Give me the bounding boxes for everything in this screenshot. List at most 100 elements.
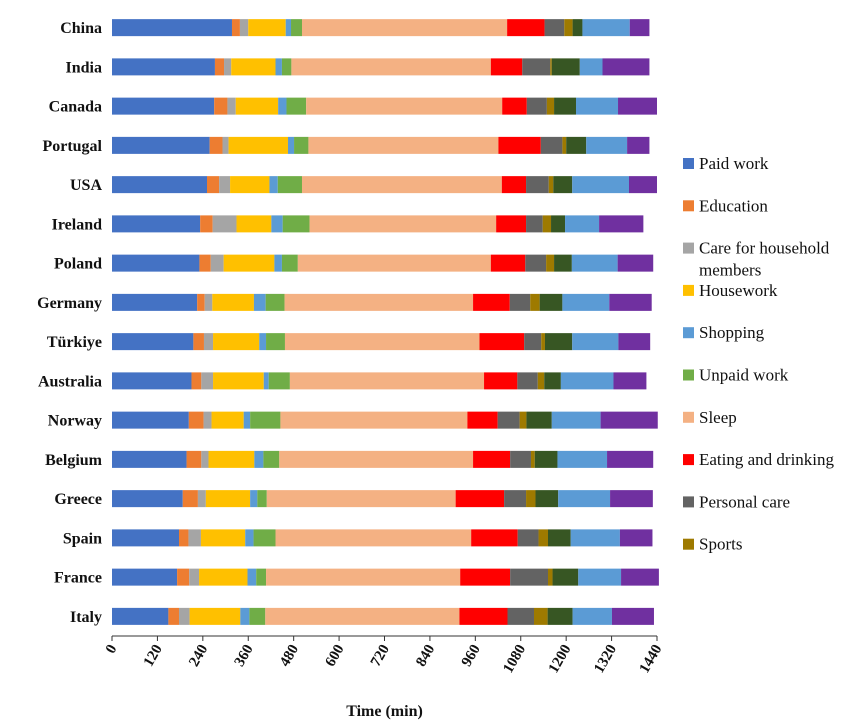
bar-segment-portugal-s3 bbox=[228, 136, 288, 154]
bar-segment-poland-s1 bbox=[199, 254, 211, 272]
bar-segment-ireland-s12 bbox=[599, 215, 644, 233]
bar-segment-spain-s3 bbox=[200, 529, 246, 547]
bar-segment-norway-s1 bbox=[188, 411, 204, 429]
bar-segment-norway-s4 bbox=[243, 411, 251, 429]
legend-label: Personal care bbox=[699, 492, 790, 511]
bar-segment-germany-s4 bbox=[253, 293, 266, 311]
bar-segment-spain-s9 bbox=[538, 529, 548, 547]
bar-segment-belgium-s4 bbox=[254, 450, 264, 468]
legend-swatch bbox=[683, 284, 694, 296]
bar-segment-belgium-s7 bbox=[473, 450, 511, 468]
category-label: India bbox=[66, 59, 102, 76]
bar-segment-italy-s9 bbox=[534, 607, 548, 625]
bar-segment-poland-s0 bbox=[112, 254, 200, 272]
bar-segment-china-s7 bbox=[507, 19, 545, 37]
bar-segment-spain-s1 bbox=[178, 529, 189, 547]
category-label: France bbox=[54, 570, 102, 587]
bar-segment-germany-s8 bbox=[509, 293, 531, 311]
bar-segment-portugal-s10 bbox=[566, 136, 587, 154]
x-tick-label: 1200 bbox=[546, 642, 575, 676]
bar-segment-greece-s8 bbox=[504, 490, 527, 508]
bar-segment-china-s3 bbox=[248, 19, 286, 37]
bar-segment-france-s0 bbox=[112, 568, 178, 586]
category-label: Canada bbox=[49, 99, 102, 116]
bar-segment-india-s5 bbox=[281, 58, 292, 76]
category-label: Portugal bbox=[42, 138, 102, 155]
bar-segment-belgium-s10 bbox=[534, 450, 558, 468]
bar-segment-germany-s11 bbox=[562, 293, 610, 311]
x-axis-title: Time (min) bbox=[346, 703, 423, 720]
bar-segment-t-rkiye-s12 bbox=[618, 333, 651, 351]
bar-segment-t-rkiye-s9 bbox=[541, 333, 545, 351]
bar-segment-australia-s4 bbox=[263, 372, 269, 390]
category-label: Germany bbox=[37, 295, 102, 312]
bar-segment-india-s12 bbox=[602, 58, 650, 76]
legend-swatch bbox=[683, 454, 694, 466]
bar-segment-spain-s6 bbox=[275, 529, 472, 547]
bar-segment-belgium-s9 bbox=[530, 450, 535, 468]
bar-segment-usa-s9 bbox=[548, 176, 554, 194]
bar-segment-poland-s6 bbox=[297, 254, 491, 272]
bar-segment-australia-s8 bbox=[517, 372, 538, 390]
category-label: Belgium bbox=[45, 452, 103, 469]
bar-segment-norway-s10 bbox=[526, 411, 552, 429]
bar-segment-canada-s9 bbox=[546, 97, 555, 115]
category-label: Spain bbox=[63, 530, 102, 547]
bar-segment-norway-s8 bbox=[497, 411, 520, 429]
legend-swatch bbox=[683, 538, 694, 550]
bar-segment-italy-s7 bbox=[459, 607, 508, 625]
bar-segment-france-s12 bbox=[621, 568, 659, 586]
bar-segment-norway-s11 bbox=[551, 411, 601, 429]
bar-segment-usa-s10 bbox=[553, 176, 573, 194]
bar-segment-portugal-s5 bbox=[294, 136, 309, 154]
x-tick-label: 960 bbox=[459, 642, 484, 669]
bar-segment-australia-s10 bbox=[544, 372, 561, 390]
bar-segment-china-s12 bbox=[629, 19, 650, 37]
bar-segment-india-s11 bbox=[579, 58, 603, 76]
bar-segment-belgium-s12 bbox=[607, 450, 654, 468]
x-tick-label: 240 bbox=[186, 642, 211, 669]
x-tick-labels: 0 120 240 360 480 600 720 840 960 1080 1200 1320 144… bbox=[103, 636, 665, 676]
bar-segment-australia-s2 bbox=[201, 372, 214, 390]
bar-segment-france-s6 bbox=[266, 568, 461, 586]
x-tick-label: 480 bbox=[277, 642, 302, 669]
bar-segment-france-s11 bbox=[578, 568, 622, 586]
bar-segment-canada-s12 bbox=[618, 97, 657, 115]
bar-segment-france-s2 bbox=[189, 568, 200, 586]
bar-segment-t-rkiye-s5 bbox=[266, 333, 285, 351]
bar-segment-greece-s3 bbox=[205, 490, 251, 508]
bar-segment-t-rkiye-s7 bbox=[479, 333, 525, 351]
bar-segment-belgium-s8 bbox=[510, 450, 531, 468]
bar-segment-australia-s3 bbox=[213, 372, 264, 390]
legend-label: Eating and drinking bbox=[699, 450, 835, 469]
bar-segment-canada-s0 bbox=[112, 97, 215, 115]
bar-segment-ireland-s3 bbox=[236, 215, 272, 233]
bar-segment-usa-s11 bbox=[572, 176, 629, 194]
category-labels: China India Canada Portugal USA Ireland Poland… bbox=[37, 20, 103, 626]
category-label: Ireland bbox=[52, 216, 102, 233]
bar-segment-italy-s12 bbox=[611, 607, 654, 625]
bar-segment-china-s10 bbox=[572, 19, 583, 37]
bar-segment-norway-s5 bbox=[250, 411, 281, 429]
bar-segment-greece-s12 bbox=[610, 490, 653, 508]
legend: Paid work Education Care for household memb… bbox=[683, 154, 835, 554]
bar-segment-germany-s2 bbox=[204, 293, 213, 311]
x-tick-label: 600 bbox=[322, 642, 347, 669]
bar-segment-norway-s6 bbox=[280, 411, 468, 429]
bar-segment-spain-s5 bbox=[253, 529, 276, 547]
bar-segment-india-s8 bbox=[522, 58, 551, 76]
bar-segment-usa-s6 bbox=[301, 176, 502, 194]
bar-segment-canada-s2 bbox=[227, 97, 236, 115]
bar-segment-belgium-s6 bbox=[279, 450, 474, 468]
bar-segment-france-s3 bbox=[199, 568, 248, 586]
legend-swatch bbox=[683, 369, 694, 381]
x-tick-label: 120 bbox=[141, 642, 166, 669]
bar-segment-germany-s7 bbox=[473, 293, 510, 311]
bar-segment-canada-s11 bbox=[576, 97, 619, 115]
bar-segment-australia-s1 bbox=[191, 372, 202, 390]
category-label: Greece bbox=[54, 491, 102, 508]
bar-segment-india-s2 bbox=[224, 58, 232, 76]
bar-segment-germany-s1 bbox=[197, 293, 205, 311]
legend-swatch bbox=[683, 158, 694, 169]
